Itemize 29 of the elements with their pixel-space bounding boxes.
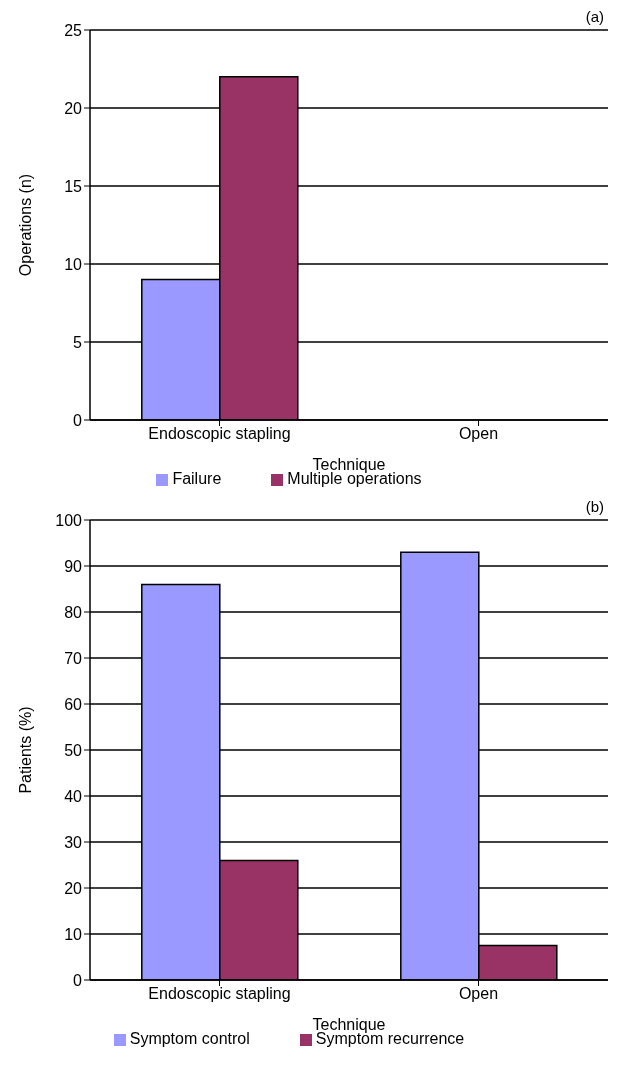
y-tick-label: 50 [64, 741, 83, 759]
chart-title: (a) [585, 8, 604, 25]
legend-label: Symptom control [129, 1030, 250, 1047]
x-axis-title: Technique [312, 1016, 386, 1033]
chart-title: (b) [585, 498, 604, 515]
y-tick-label: 90 [64, 557, 83, 575]
y-tick-label: 100 [55, 511, 83, 529]
y-tick-label: 20 [64, 879, 83, 897]
x-tick-label: Endoscopic stapling [148, 985, 291, 1003]
legend-label: Failure [172, 470, 222, 487]
y-tick-label: 0 [73, 971, 83, 989]
y-tick-label: 10 [64, 925, 83, 943]
y-tick-label: 10 [64, 255, 83, 273]
x-tick-label: Open [458, 985, 499, 1003]
y-tick-label: 5 [73, 333, 83, 351]
x-axis-title: Technique [312, 456, 386, 473]
y-tick-label: 20 [64, 99, 83, 117]
y-tick-label: 30 [64, 833, 83, 851]
y-axis-title: Patients (%) [16, 706, 34, 794]
y-tick-label: 0 [73, 411, 83, 429]
y-tick-label: 25 [64, 21, 83, 39]
y-tick-label: 70 [64, 649, 83, 667]
y-tick-label: 15 [64, 177, 83, 195]
y-tick-label: 80 [64, 603, 83, 621]
y-tick-label: 60 [64, 695, 83, 713]
x-tick-label: Open [458, 425, 499, 443]
x-tick-label: Endoscopic stapling [148, 425, 291, 443]
y-axis-title: Operations (n) [16, 173, 34, 277]
y-tick-label: 40 [64, 787, 83, 805]
